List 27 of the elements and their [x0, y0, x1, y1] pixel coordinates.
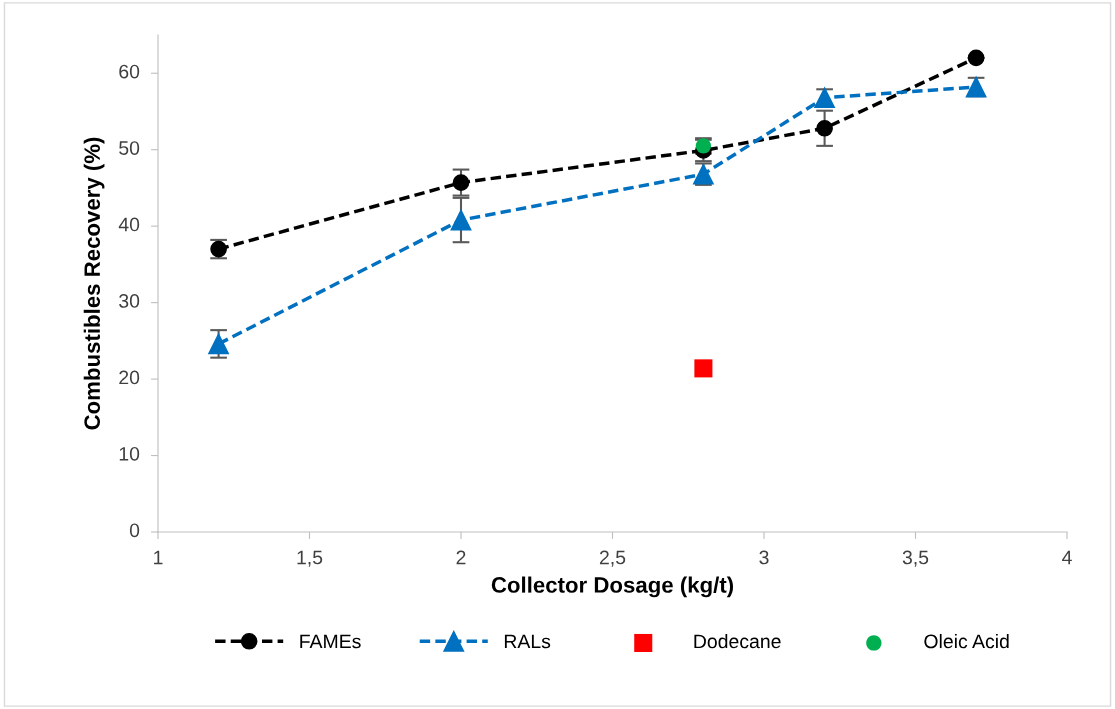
legend-label: Dodecane: [694, 633, 781, 649]
point: [450, 209, 472, 231]
point: [208, 333, 230, 355]
legend-label: FAMEs: [300, 634, 361, 649]
point: [814, 87, 836, 109]
x-tick-label: 3,5: [902, 550, 929, 567]
point: [452, 174, 470, 191]
x-tick-label: 1: [154, 550, 163, 565]
y-axis-title: Combustibles Recovery (%): [83, 137, 105, 430]
legend-label: RALs: [504, 634, 551, 649]
y-tick-label: 40: [118, 217, 140, 232]
y-tick-label: 60: [119, 64, 140, 79]
x-axis-title: Collector Dosage (kg/t): [491, 576, 734, 598]
x-tick-label: 1,5: [297, 550, 323, 567]
legend-label: Oleic Acid: [924, 633, 1009, 649]
point: [967, 49, 985, 67]
y-tick-label: 20: [119, 370, 140, 385]
x-tick-label: 4: [1062, 550, 1072, 565]
x-tick-label: 3: [759, 550, 769, 565]
y-tick-label: 50: [119, 141, 140, 155]
y-tick-label: 30: [119, 294, 140, 308]
y-tick-label: 0: [129, 523, 140, 538]
point: [694, 359, 713, 378]
y-tick-label: 10: [119, 446, 140, 461]
x-tick-label: 2: [456, 550, 466, 565]
x-tick-label: 2,5: [599, 550, 626, 567]
point: [816, 119, 833, 137]
